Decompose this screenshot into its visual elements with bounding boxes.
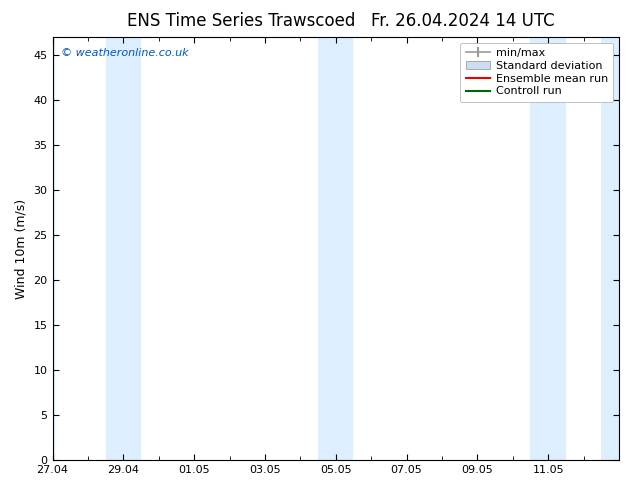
Text: © weatheronline.co.uk: © weatheronline.co.uk <box>61 48 189 58</box>
Legend: min/max, Standard deviation, Ensemble mean run, Controll run: min/max, Standard deviation, Ensemble me… <box>460 43 614 102</box>
Bar <box>106 37 141 460</box>
Text: Fr. 26.04.2024 14 UTC: Fr. 26.04.2024 14 UTC <box>371 12 555 30</box>
Text: ENS Time Series Trawscoed: ENS Time Series Trawscoed <box>127 12 355 30</box>
Bar <box>53 37 56 460</box>
Bar <box>531 37 566 460</box>
Bar <box>601 37 619 460</box>
Bar <box>318 37 354 460</box>
Y-axis label: Wind 10m (m/s): Wind 10m (m/s) <box>15 198 28 299</box>
